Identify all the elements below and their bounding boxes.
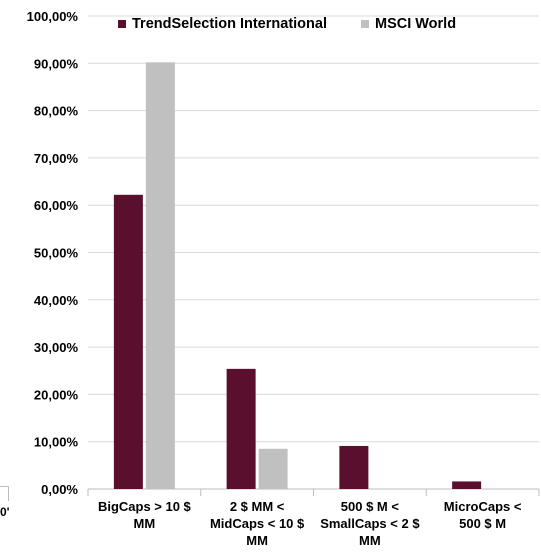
x-tick-label: MM <box>246 533 268 548</box>
bar <box>258 448 288 489</box>
x-tick-label: MidCaps < 10 $ <box>210 516 305 531</box>
bar <box>145 62 175 489</box>
y-tick-label: 10,00% <box>34 435 79 450</box>
x-tick-label: MicroCaps < <box>444 499 522 514</box>
y-tick-label: 70,00% <box>34 151 79 166</box>
y-tick-label: 50,00% <box>34 246 79 261</box>
x-tick-label: MM <box>134 516 156 531</box>
y-tick-label: 60,00% <box>34 198 79 213</box>
y-tick-label: 0,00% <box>41 482 78 497</box>
x-tick-label: 2 $ MM < <box>230 499 285 514</box>
legend-label-series-1: TrendSelection International <box>132 16 327 32</box>
x-tick-label: 500 $ M <box>459 516 506 531</box>
legend-swatch-series-2 <box>360 20 369 28</box>
legend: TrendSelection International MSCI World <box>118 16 456 32</box>
legend-label-series-2: MSCI World <box>374 16 457 32</box>
x-tick-label: SmallCaps < 2 $ <box>320 516 420 531</box>
edge-tick-fragment <box>0 486 9 501</box>
legend-item-series-2: MSCI World <box>360 16 457 32</box>
bar <box>226 368 256 489</box>
legend-item-series-1: TrendSelection International <box>118 16 327 32</box>
bar <box>339 445 369 489</box>
edge-text-fragment: 0' <box>0 505 10 519</box>
bar <box>113 194 143 489</box>
x-tick-label: MM <box>359 533 381 548</box>
y-tick-label: 40,00% <box>34 293 79 308</box>
y-tick-label: 30,00% <box>34 340 79 355</box>
x-tick-label: BigCaps > 10 $ <box>98 499 192 514</box>
y-tick-label: 90,00% <box>34 56 79 71</box>
legend-swatch-series-1 <box>118 20 126 28</box>
y-tick-label: 20,00% <box>34 387 79 402</box>
y-tick-label: 80,00% <box>34 104 79 119</box>
y-tick-label: 100,00% <box>27 9 79 24</box>
x-tick-label: 500 $ M < <box>341 499 400 514</box>
bar <box>452 481 482 489</box>
